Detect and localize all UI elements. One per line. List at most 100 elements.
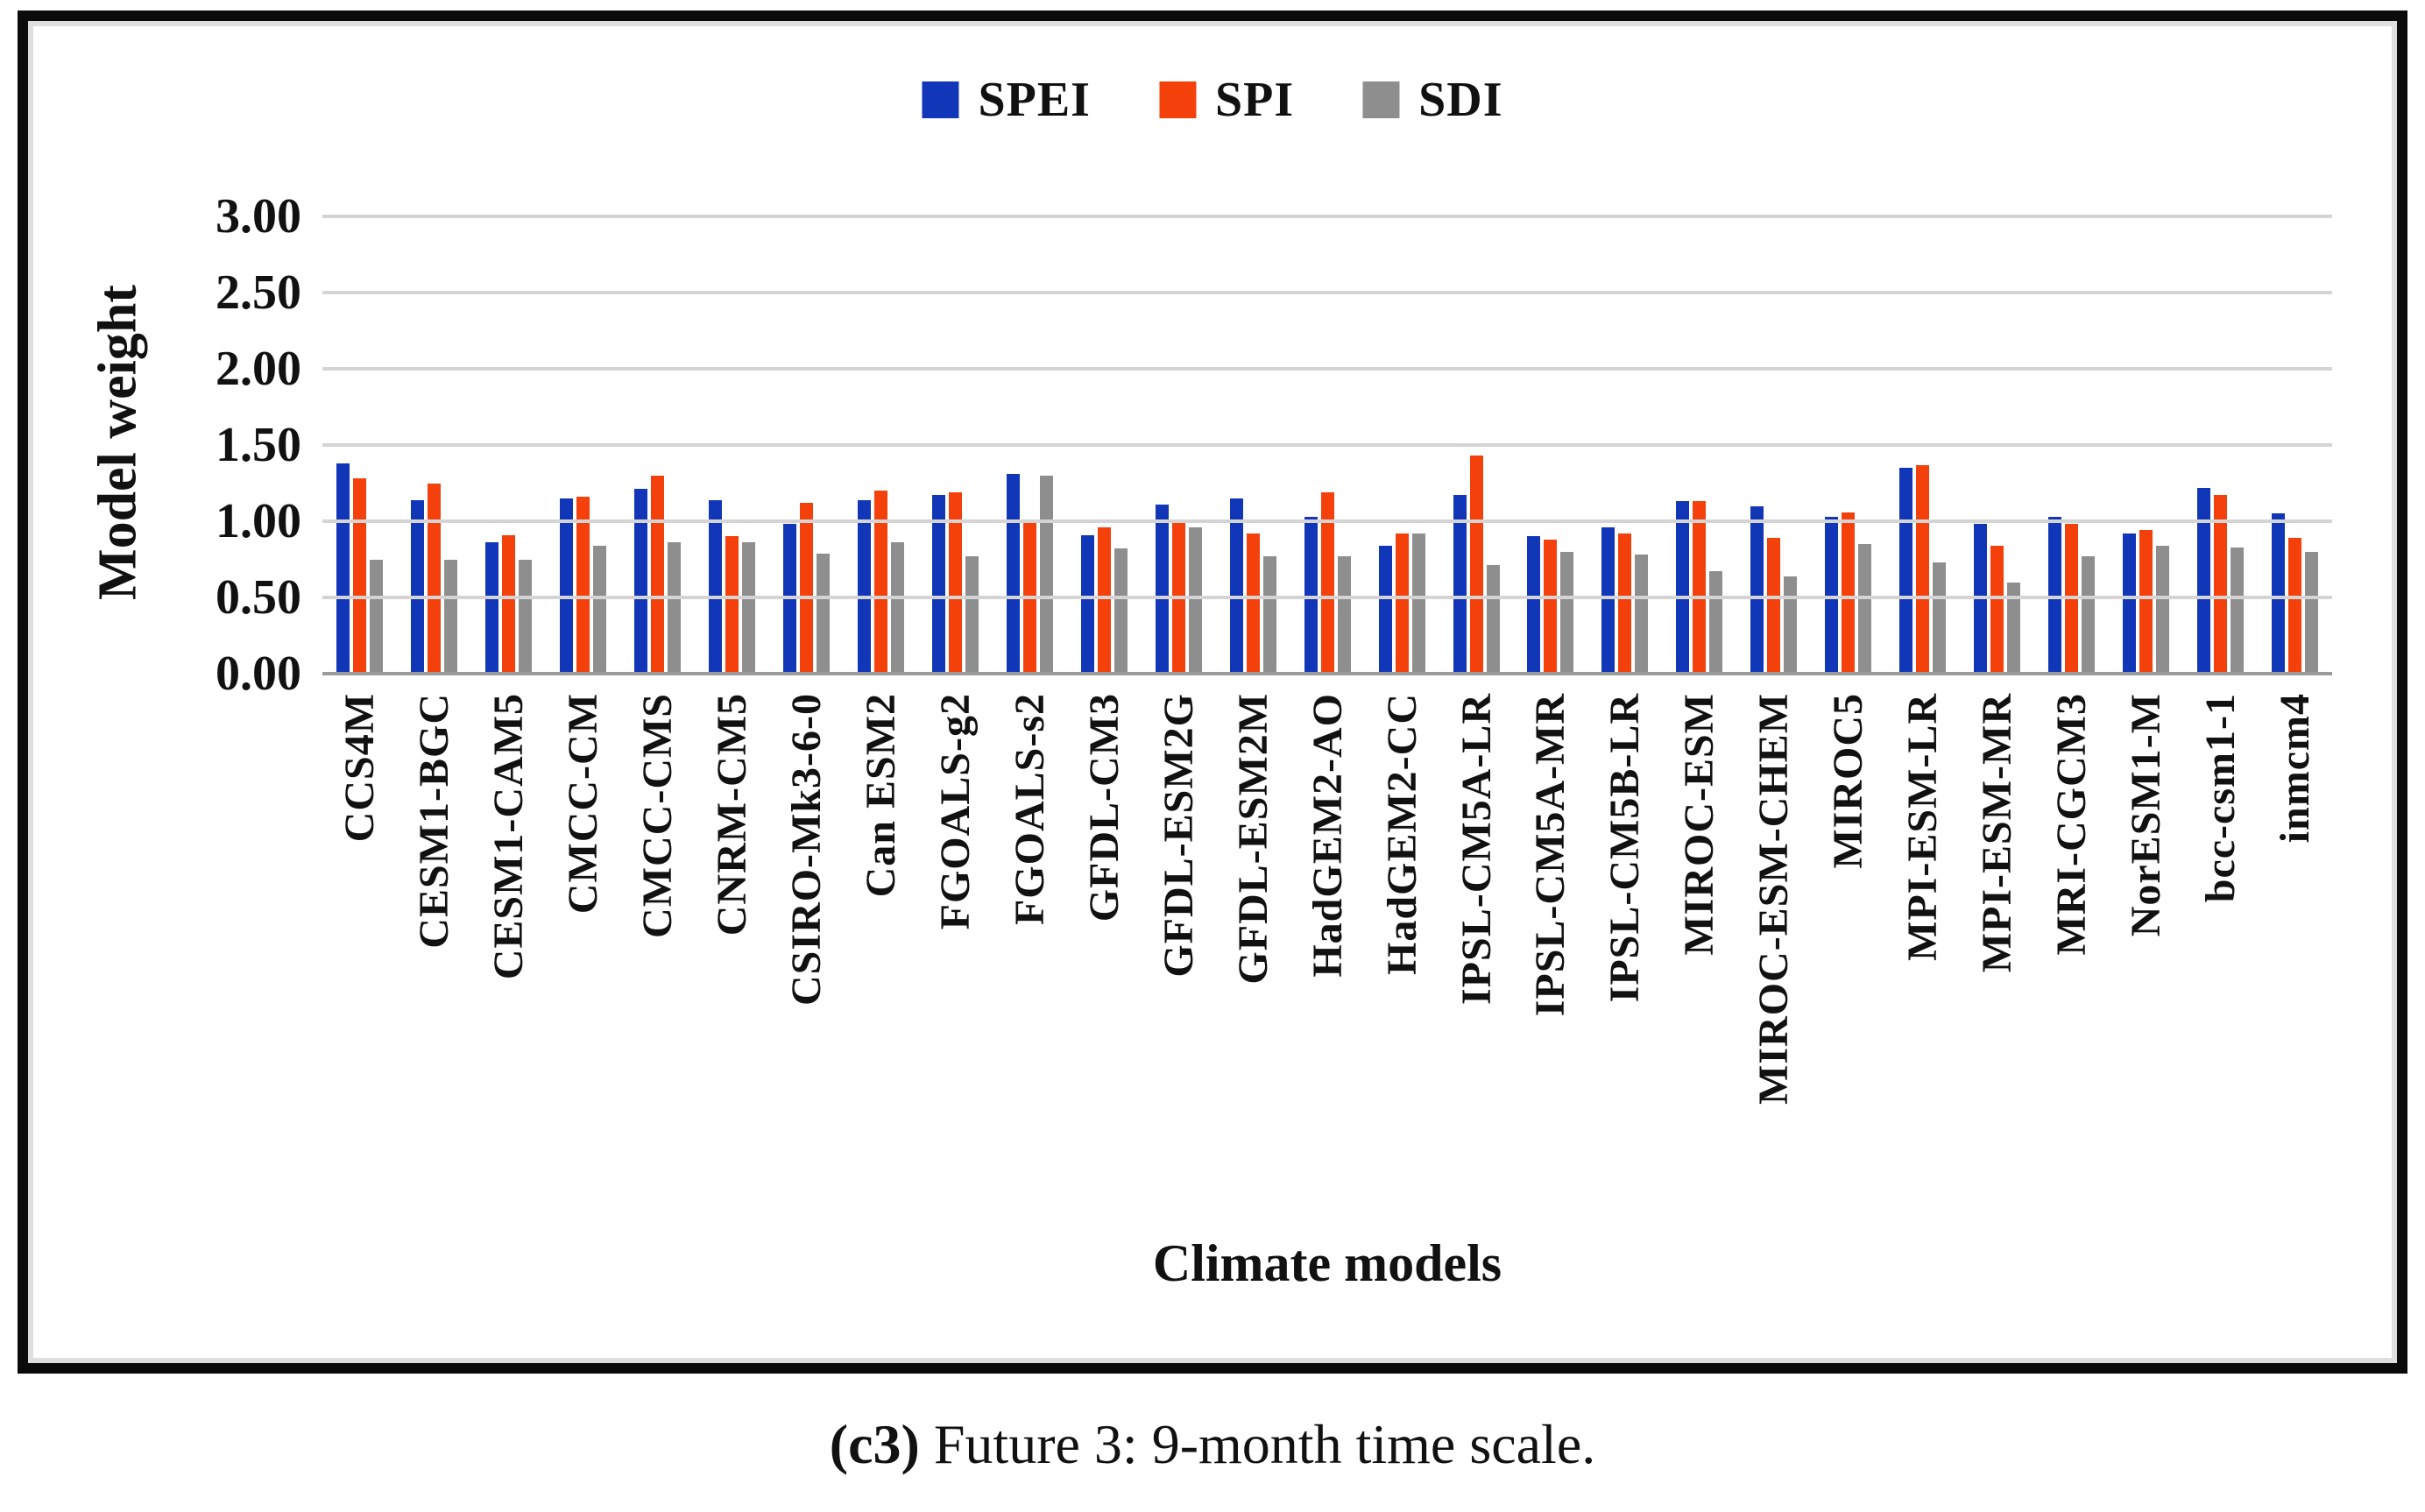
bar-spi-HadGEM2-CC [1395, 533, 1409, 674]
bar-group-MIROC5 [1811, 216, 1885, 674]
bar-group-GFDL-CM3 [1067, 216, 1142, 674]
x-axis-line [322, 672, 2332, 675]
gridline [322, 443, 2332, 447]
bar-spei-GFDL-ESM2G [1155, 504, 1169, 674]
x-tick-label-CMCC-CM: CMCC-CM [559, 693, 606, 915]
bar-group-CMCC-CM [546, 216, 620, 674]
x-label-cell: CESM1-BGC [397, 693, 471, 1201]
bar-group-MPI-ESM-LR [1885, 216, 1960, 674]
bar-sdi-MIROC-ESM [1709, 571, 1723, 674]
x-tick-label-CESM1-BGC: CESM1-BGC [410, 693, 457, 949]
x-label-cell: CNRM-CM5 [695, 693, 769, 1201]
y-tick-label: 2.50 [216, 265, 301, 320]
bar-spei-IPSL-CM5A-MR [1527, 536, 1541, 674]
x-tick-label-IPSL-CM5A-LR: IPSL-CM5A-LR [1453, 693, 1500, 1005]
chart-frame [18, 11, 2407, 1374]
x-label-cell: MPI-ESM-LR [1885, 693, 1960, 1201]
bar-group-CNRM-CM5 [695, 216, 769, 674]
bar-spi-MIROC-ESM-CHEM [1767, 538, 1781, 674]
x-label-cell: HadGEM2-AO [1290, 693, 1365, 1201]
bar-spi-NorESM1-M [2139, 530, 2153, 674]
x-tick-label-HadGEM2-CC: HadGEM2-CC [1378, 693, 1425, 975]
bar-spei-FGOALS-s2 [1006, 474, 1020, 674]
bar-spei-CMCC-CMS [633, 489, 647, 674]
bar-spi-IPSL-CM5A-MR [1544, 539, 1558, 674]
x-tick-label-MIROC-ESM: MIROC-ESM [1676, 693, 1723, 956]
chart-legend: SPEI SPI SDI [922, 72, 1502, 128]
x-tick-label-MPI-ESM-LR: MPI-ESM-LR [1899, 693, 1947, 961]
bar-spi-CCS4M [352, 478, 366, 674]
bar-spei-MIROC-ESM-CHEM [1750, 505, 1764, 674]
bar-spei-MIROC-ESM [1676, 501, 1690, 674]
bar-sdi-MIROC5 [1858, 544, 1872, 674]
bar-group-bcc-csm1-1 [2183, 216, 2258, 674]
x-tick-label-CESM1-CAM5: CESM1-CAM5 [484, 693, 532, 980]
bar-spei-GFDL-ESM2M [1229, 498, 1243, 674]
bar-sdi-FGOALS-s2 [1039, 475, 1053, 674]
legend-label-spei: SPEI [978, 73, 1091, 127]
bar-spei-FGOALS-g2 [931, 495, 945, 674]
y-tick-label: 0.50 [216, 570, 301, 625]
y-tick-label: 3.00 [216, 189, 301, 244]
x-tick-label-NorESM1-M: NorESM1-M [2123, 693, 2170, 937]
bar-sdi-IPSL-CM5B-LR [1635, 555, 1649, 674]
bar-spi-FGOALS-g2 [948, 491, 962, 674]
bar-sdi-IPSL-CM5A-MR [1560, 551, 1574, 674]
bar-group-HadGEM2-AO [1290, 216, 1365, 674]
bar-sdi-CMCC-CMS [667, 542, 681, 674]
spi-swatch-icon [1158, 81, 1196, 118]
bar-group-GFDL-ESM2G [1142, 216, 1216, 674]
bar-group-MIROC-ESM-CHEM [1736, 216, 1811, 674]
bar-spi-inmcm4 [2288, 538, 2302, 674]
x-label-cell: NorESM1-M [2109, 693, 2183, 1201]
bar-spi-CMCC-CM [576, 497, 590, 674]
y-tick-label: 2.00 [216, 342, 301, 396]
gridline [322, 291, 2332, 294]
bar-group-CMCC-CMS [620, 216, 695, 674]
caption-text: Future 3: 9-month time scale. [919, 1413, 1596, 1475]
x-tick-label-inmcm4: inmcm4 [2272, 693, 2319, 844]
bar-spi-IPSL-CM5A-LR [1469, 456, 1483, 674]
x-label-cell: MRI-CGCM3 [2034, 693, 2109, 1201]
bar-spei-MPI-ESM-LR [1899, 468, 1913, 674]
bar-sdi-MPI-ESM-LR [1933, 562, 1947, 674]
bar-sdi-MPI-ESM-MR [2007, 582, 2021, 674]
x-tick-label-FGOALS-g2: FGOALS-g2 [931, 693, 979, 930]
gridline [322, 596, 2332, 599]
x-label-cell: GFDL-ESM2M [1216, 693, 1290, 1201]
bar-sdi-MRI-CGCM3 [2082, 556, 2096, 674]
x-label-cell: MIROC-ESM [1662, 693, 1736, 1201]
x-label-cell: IPSL-CM5B-LR [1587, 693, 1662, 1201]
bar-spei-CESM1-CAM5 [484, 542, 498, 674]
bar-spi-CNRM-CM5 [725, 536, 739, 674]
x-tick-label-MRI-CGCM3: MRI-CGCM3 [2048, 693, 2096, 956]
bar-spei-IPSL-CM5A-LR [1453, 495, 1467, 674]
x-label-cell: MIROC5 [1811, 693, 1885, 1201]
x-label-cell: inmcm4 [2258, 693, 2332, 1201]
x-tick-label-IPSL-CM5A-MR: IPSL-CM5A-MR [1527, 693, 1574, 1017]
bar-spi-GFDL-CM3 [1097, 526, 1111, 674]
bar-spei-CNRM-CM5 [708, 499, 722, 674]
bar-spei-Can ESM2 [857, 499, 871, 674]
y-tick-label: 0.00 [216, 646, 301, 701]
x-tick-label-MIROC-ESM-CHEM: MIROC-ESM-CHEM [1750, 693, 1798, 1105]
y-tick-label: 1.50 [216, 418, 301, 472]
bar-group-CCS4M [322, 216, 397, 674]
bar-spi-CSIRO-Mk3-6-0 [799, 503, 813, 674]
x-tick-label-FGOALS-s2: FGOALS-s2 [1006, 693, 1053, 926]
bar-spei-GFDL-CM3 [1080, 534, 1094, 674]
bar-spei-MIROC5 [1825, 516, 1839, 674]
bar-spei-inmcm4 [2272, 513, 2286, 674]
figure-caption: (c3) Future 3: 9-month time scale. [0, 1412, 2425, 1477]
bar-spi-CESM1-BGC [427, 483, 441, 674]
x-tick-label-Can ESM2: Can ESM2 [857, 693, 904, 898]
bar-spei-MRI-CGCM3 [2048, 516, 2062, 674]
x-label-cell: CMCC-CM [546, 693, 620, 1201]
bar-sdi-CESM1-CAM5 [518, 559, 532, 674]
bar-group-inmcm4 [2258, 216, 2332, 674]
bar-sdi-GFDL-CM3 [1114, 548, 1128, 674]
bar-spi-HadGEM2-AO [1320, 491, 1334, 674]
bar-spi-MPI-ESM-MR [1990, 545, 2004, 674]
bar-spei-IPSL-CM5B-LR [1601, 526, 1615, 674]
x-label-cell: FGOALS-s2 [993, 693, 1067, 1201]
